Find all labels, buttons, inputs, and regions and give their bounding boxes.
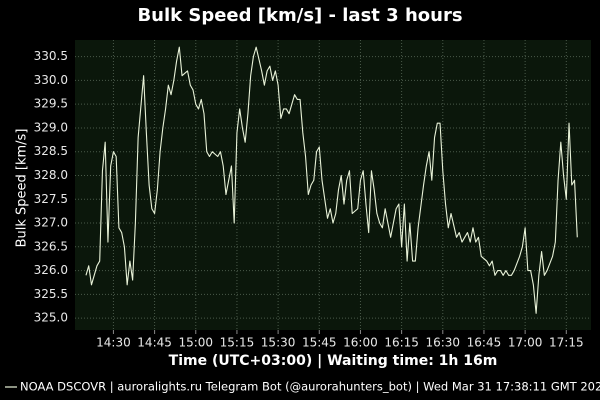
- x-tick-label: 15:00: [178, 336, 213, 350]
- y-tick-label: 328.0: [34, 168, 68, 182]
- y-tick-label: 326.5: [34, 239, 68, 253]
- y-tick-label: 330.0: [34, 73, 68, 87]
- y-tick-label: 329.0: [34, 120, 68, 134]
- y-tick-label: 327.0: [34, 216, 68, 230]
- x-tick-label: 17:15: [549, 336, 584, 350]
- y-tick-label: 326.0: [34, 263, 68, 277]
- data-line: [85, 46, 578, 314]
- y-tick-label: 329.5: [34, 97, 68, 111]
- y-tick-label: 328.5: [34, 144, 68, 158]
- x-tick-label: 16:00: [343, 336, 378, 350]
- y-tick-label: 325.5: [34, 287, 68, 301]
- legend-label: NOAA DSCOVR | auroralights.ru Telegram B…: [20, 380, 600, 394]
- x-tick-label: 16:15: [384, 336, 419, 350]
- y-tick-label: 327.5: [34, 192, 68, 206]
- x-tick-label: 15:45: [302, 336, 337, 350]
- x-tick-label: 15:30: [261, 336, 296, 350]
- x-tick-label: 14:30: [96, 336, 131, 350]
- y-tick-label: 330.5: [34, 49, 68, 63]
- x-tick-label: 14:45: [137, 336, 172, 350]
- x-tick-label: 16:45: [467, 336, 502, 350]
- x-axis-label: Time (UTC+03:00) | Waiting time: 1h 16m: [169, 353, 498, 369]
- x-tick-label: 15:15: [220, 336, 255, 350]
- y-axis-label: Bulk Speed [km/s]: [15, 129, 30, 248]
- chart-title: Bulk Speed [km/s] - last 3 hours: [137, 5, 462, 26]
- x-tick-label: 17:00: [508, 336, 543, 350]
- y-tick-label: 325.0: [34, 311, 68, 325]
- x-tick-label: 16:30: [425, 336, 460, 350]
- plot-area: [75, 40, 591, 330]
